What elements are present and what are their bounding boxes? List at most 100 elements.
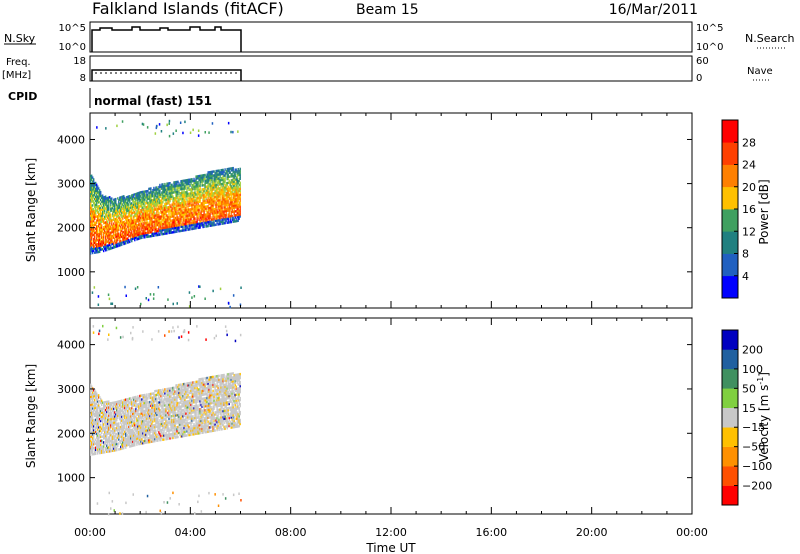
- data-cell: [192, 221, 194, 224]
- data-cell: [121, 413, 123, 416]
- data-cell: [92, 451, 94, 454]
- data-cell: [96, 430, 98, 433]
- data-cell: [122, 239, 124, 242]
- data-cell: [169, 221, 171, 225]
- data-cell: [190, 210, 192, 213]
- data-cell: [174, 197, 176, 200]
- data-cell: [155, 413, 157, 417]
- data-cell: [181, 223, 183, 226]
- data-cell: [201, 188, 203, 191]
- data-cell: [231, 169, 233, 172]
- data-cell: [148, 225, 150, 228]
- data-cell: [178, 182, 180, 185]
- data-cell: [188, 198, 190, 201]
- data-cell: [98, 438, 100, 441]
- data-cell: [230, 173, 232, 176]
- data-cell: [192, 187, 194, 191]
- data-cell: [154, 216, 156, 219]
- data-cell: [103, 233, 105, 237]
- data-cell: [100, 222, 102, 225]
- data-cell: [224, 221, 226, 225]
- data-cell: [196, 215, 198, 218]
- data-cell: [128, 405, 130, 409]
- data-cell: [220, 214, 222, 218]
- data-cell: [169, 227, 171, 231]
- data-cell: [109, 225, 111, 229]
- data-cell: [209, 202, 211, 206]
- data-cell: [197, 204, 199, 208]
- data-cell: [132, 410, 134, 413]
- data-cell: [114, 449, 116, 452]
- data-cell: [196, 207, 198, 210]
- data-cell: [217, 187, 219, 190]
- data-cell: [108, 200, 110, 203]
- data-cell: [218, 221, 220, 224]
- data-cell: [95, 199, 97, 203]
- data-cell: [125, 200, 127, 203]
- data-cell: [99, 230, 101, 234]
- data-cell: [159, 391, 161, 394]
- data-cell: [90, 176, 92, 180]
- data-cell: [182, 213, 184, 216]
- data-cell: [127, 443, 129, 447]
- data-cell: [131, 406, 133, 410]
- data-cell: [165, 416, 167, 419]
- data-cell: [214, 219, 216, 223]
- data-cell: [113, 234, 115, 237]
- data-cell: [204, 191, 206, 195]
- data-cell: [94, 400, 96, 404]
- data-cell: [93, 393, 95, 396]
- data-cell: [227, 209, 229, 212]
- data-cell: [239, 303, 242, 306]
- data-cell: [212, 222, 214, 225]
- data-cell: [122, 433, 124, 436]
- data-cell: [189, 220, 191, 223]
- data-cell: [194, 187, 196, 190]
- y-tick-label: 2000: [57, 222, 85, 235]
- data-cell: [111, 401, 113, 405]
- data-cell: [119, 244, 121, 247]
- data-cell: [146, 421, 148, 424]
- data-cell: [103, 231, 105, 235]
- data-cell: [213, 174, 215, 177]
- data-cell: [101, 417, 103, 420]
- data-cell: [182, 217, 184, 220]
- data-cell: [155, 411, 157, 415]
- data-cell: [236, 192, 238, 195]
- data-cell: [186, 222, 188, 226]
- data-cell: [115, 225, 117, 229]
- data-cell: [99, 445, 101, 449]
- data-cell: [212, 184, 214, 187]
- data-cell: [197, 212, 199, 216]
- data-cell: [127, 217, 129, 220]
- data-cell: [124, 426, 126, 430]
- data-cell: [121, 227, 123, 230]
- data-cell: [223, 222, 225, 225]
- data-cell: [134, 238, 136, 242]
- data-cell: [239, 207, 241, 210]
- data-cell: [98, 197, 100, 200]
- data-cell: [180, 205, 182, 209]
- data-cell: [194, 219, 196, 222]
- data-cell: [120, 403, 122, 407]
- data-cell: [147, 235, 149, 238]
- data-cell: [156, 439, 158, 442]
- data-cell: [93, 202, 95, 205]
- data-cell: [104, 403, 106, 406]
- data-cell: [195, 187, 197, 190]
- data-cell: [204, 297, 206, 300]
- data-cell: [93, 233, 95, 237]
- data-cell: [199, 180, 201, 184]
- data-cell: [128, 411, 130, 415]
- data-cell: [206, 211, 208, 214]
- data-cell: [221, 218, 223, 221]
- data-cell: [154, 398, 156, 401]
- data-cell: [131, 196, 133, 199]
- data-cell: [236, 184, 238, 187]
- data-cell: [185, 193, 187, 196]
- data-cell: [221, 220, 223, 223]
- data-cell: [144, 405, 146, 409]
- data-cell: [206, 179, 208, 182]
- nsearch-tick-top: 10^5: [696, 23, 723, 34]
- data-cell: [112, 224, 114, 228]
